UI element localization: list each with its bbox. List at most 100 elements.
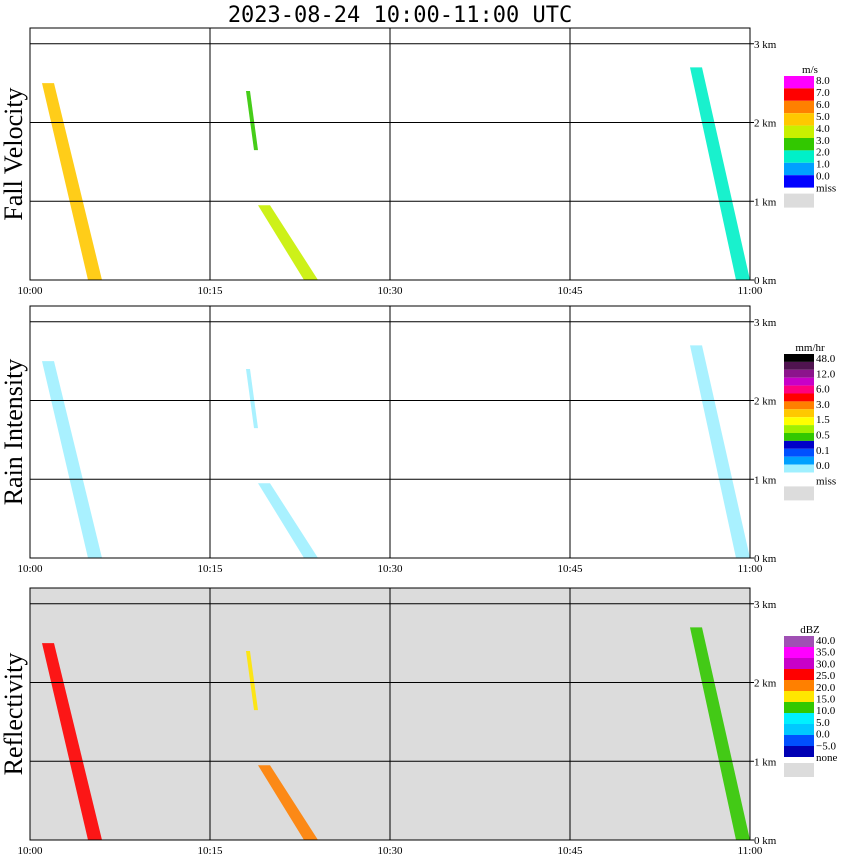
echo-region bbox=[246, 369, 258, 429]
colorbar-swatch bbox=[784, 113, 814, 126]
y-axis-label: Rain Intensity bbox=[0, 359, 28, 506]
colorbar-label: 48.0 bbox=[816, 353, 836, 365]
colorbar-swatch bbox=[784, 464, 814, 473]
x-tick-label: 11:00 bbox=[738, 845, 763, 857]
x-tick-label: 10:15 bbox=[197, 563, 223, 575]
echo-region bbox=[246, 651, 258, 711]
y-tick-label: 3 km bbox=[754, 599, 777, 611]
colorbar-swatch bbox=[784, 713, 814, 724]
colorbar-label: 20.0 bbox=[816, 682, 836, 694]
colorbar-swatch bbox=[784, 76, 814, 89]
x-tick-label: 10:00 bbox=[17, 285, 43, 297]
colorbar-swatch bbox=[784, 175, 814, 188]
echo-region bbox=[42, 83, 102, 280]
echo-region bbox=[690, 627, 750, 840]
colorbar-swatch bbox=[784, 669, 814, 680]
plot-frame bbox=[29, 27, 751, 281]
colorbar-label: 1.5 bbox=[816, 414, 830, 426]
colorbar-label: 3.0 bbox=[816, 399, 830, 411]
y-axis-label: Reflectivity bbox=[0, 653, 28, 776]
x-tick-label: 11:00 bbox=[738, 563, 763, 575]
colorbar-label: 3.0 bbox=[816, 135, 830, 147]
colorbar-label: 0.1 bbox=[816, 445, 830, 457]
colorbar-swatch bbox=[784, 746, 814, 757]
colorbar-miss-label: miss bbox=[816, 475, 836, 487]
colorbar-swatch bbox=[784, 433, 814, 441]
colorbar-miss-swatch bbox=[784, 193, 814, 208]
y-tick-label: 3 km bbox=[754, 39, 777, 51]
colorbar-label: 6.0 bbox=[816, 99, 830, 111]
colorbar-label: 10.0 bbox=[816, 705, 836, 717]
x-tick-label: 10:00 bbox=[17, 845, 43, 857]
colorbar-swatch bbox=[784, 409, 814, 418]
colorbar-swatch bbox=[784, 702, 814, 713]
y-tick-label: 1 km bbox=[754, 196, 777, 208]
x-tick-label: 10:45 bbox=[557, 285, 583, 297]
echo-region bbox=[690, 345, 750, 558]
panel-rain-intensity: 10:00 10:15 10:30 10:45 11:000 km 1 km 2 km 3 k… bbox=[0, 305, 836, 575]
colorbar-swatch bbox=[784, 440, 814, 449]
colorbar-swatch bbox=[784, 472, 814, 481]
colorbar-swatch bbox=[784, 150, 814, 163]
colorbar-swatch bbox=[784, 425, 814, 433]
colorbar-swatch bbox=[784, 138, 814, 151]
y-tick-label: 2 km bbox=[754, 678, 777, 690]
y-tick-label: 0 km bbox=[754, 835, 777, 847]
colorbar-swatch bbox=[784, 724, 814, 735]
colorbar-label: 8.0 bbox=[816, 75, 830, 87]
colorbar-swatch bbox=[784, 680, 814, 691]
x-tick-label: 10:15 bbox=[197, 285, 223, 297]
echo-region bbox=[246, 91, 258, 151]
colorbar-swatch bbox=[784, 647, 814, 658]
colorbar-label: 4.0 bbox=[816, 123, 830, 135]
colorbar-unit: m/s bbox=[802, 64, 818, 76]
colorbar-label: 5.0 bbox=[816, 717, 830, 729]
colorbar-label: 0.0 bbox=[816, 460, 830, 472]
colorbar-swatch bbox=[784, 456, 814, 465]
colorbar-label: 6.0 bbox=[816, 384, 830, 396]
colorbar-miss-swatch bbox=[784, 763, 814, 777]
y-tick-label: 0 km bbox=[754, 553, 777, 565]
plot-frame bbox=[29, 305, 751, 559]
x-tick-label: 10:45 bbox=[557, 845, 583, 857]
x-tick-label: 10:15 bbox=[197, 845, 223, 857]
colorbar-swatch bbox=[784, 162, 814, 176]
colorbar-unit: dBZ bbox=[800, 624, 820, 636]
colorbar-swatch bbox=[784, 385, 814, 394]
colorbar-label: 2.0 bbox=[816, 147, 830, 159]
colorbar-miss-label: miss bbox=[816, 183, 836, 195]
colorbar-label: 30.0 bbox=[816, 658, 836, 670]
y-tick-label: 2 km bbox=[754, 118, 777, 130]
colorbar-label: 7.0 bbox=[816, 87, 830, 99]
echo-region bbox=[258, 205, 318, 280]
colorbar-label: 40.0 bbox=[816, 635, 836, 647]
colorbar-swatch bbox=[784, 735, 814, 746]
panel-fall-velocity: 10:00 10:15 10:30 10:45 11:000 km 1 km 2 km 3 k… bbox=[0, 27, 836, 297]
colorbar: dBZ40.035.030.025.020.015.010.05.00.0−5.… bbox=[784, 624, 838, 777]
y-axis-label: Fall Velocity bbox=[0, 87, 28, 220]
colorbar-swatch bbox=[784, 125, 814, 138]
colorbar-label: 1.0 bbox=[816, 159, 830, 171]
colorbar-label: 35.0 bbox=[816, 647, 836, 659]
y-tick-label: 1 km bbox=[754, 756, 777, 768]
colorbar-swatch bbox=[784, 393, 814, 402]
colorbar-swatch bbox=[784, 417, 814, 426]
colorbar-miss-swatch bbox=[784, 486, 814, 501]
plot-frame bbox=[29, 587, 751, 841]
y-tick-label: 2 km bbox=[754, 396, 777, 408]
colorbar-swatch bbox=[784, 448, 814, 457]
colorbar-label: 15.0 bbox=[816, 694, 836, 706]
colorbar-swatch bbox=[784, 369, 814, 378]
colorbar-swatch bbox=[784, 361, 814, 370]
chart-title: 2023-08-24 10:00-11:00 UTC bbox=[228, 3, 572, 28]
y-tick-label: 1 km bbox=[754, 474, 777, 486]
colorbar-swatch bbox=[784, 377, 814, 386]
echo-region bbox=[42, 361, 102, 558]
x-tick-label: 10:30 bbox=[377, 563, 403, 575]
echo-region bbox=[258, 765, 318, 840]
colorbar-label: 0.0 bbox=[816, 729, 830, 741]
echo-region bbox=[690, 67, 750, 280]
